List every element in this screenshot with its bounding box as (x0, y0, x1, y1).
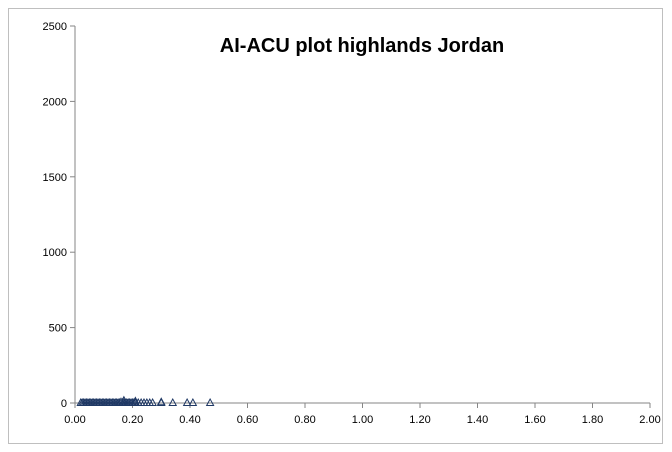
y-tick-label: 1500 (43, 172, 67, 184)
x-tick-label: 0.60 (237, 414, 258, 426)
scatter-chart: AI-ACU plot highlands Jordan 0.00 0.20 0.4… (43, 21, 661, 426)
chart-frame: AI-ACU plot highlands Jordan 0.00 0.20 0.4… (8, 8, 663, 444)
y-tick-label: 1000 (43, 247, 67, 259)
data-points (76, 395, 215, 406)
x-tick-label: 0.40 (179, 414, 200, 426)
y-tick-label: 0 (61, 398, 67, 410)
data-point (168, 397, 178, 406)
x-tick-label: 1.00 (352, 414, 373, 426)
data-point (188, 397, 198, 406)
data-point (182, 397, 192, 406)
y-tick-label: 2500 (43, 21, 67, 33)
data-point (205, 397, 215, 406)
x-tick-label: 2.00 (639, 414, 660, 426)
chart-title: AI-ACU plot highlands Jordan (220, 35, 504, 57)
y-tick-label: 2000 (43, 96, 67, 108)
x-tick-label: 1.40 (467, 414, 488, 426)
x-tick-label: 0.80 (294, 414, 315, 426)
x-tick-label: 1.80 (582, 414, 603, 426)
x-tick-label: 0.20 (122, 414, 143, 426)
x-tick-label: 1.60 (524, 414, 545, 426)
y-tick-label: 500 (49, 323, 67, 335)
y-axis-ticks: 0 500 1000 1500 2000 2500 (43, 21, 75, 410)
data-point (156, 397, 166, 406)
data-point (148, 397, 157, 406)
x-axis-ticks: 0.00 0.20 0.40 0.60 0.80 1.00 1.20 1.40 1.60 1.80… (64, 403, 661, 426)
x-tick-label: 1.20 (409, 414, 430, 426)
x-tick-label: 0.00 (64, 414, 85, 426)
